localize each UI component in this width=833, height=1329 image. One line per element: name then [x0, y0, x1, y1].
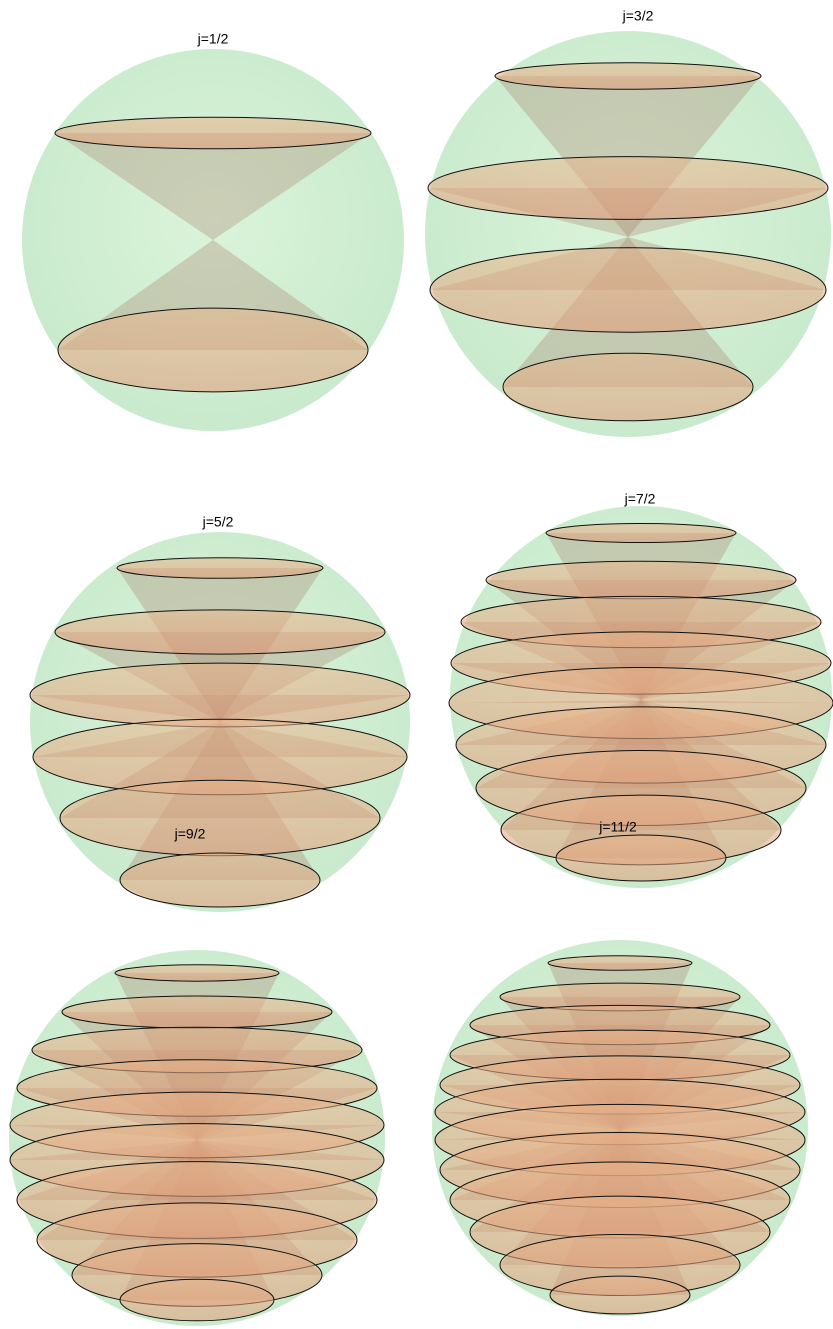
disk [59, 779, 381, 857]
disk [119, 852, 321, 908]
panel-title: j=5/2 [202, 514, 234, 530]
panel [448, 506, 833, 888]
panel [29, 532, 411, 912]
sphere [425, 31, 831, 437]
disk [549, 1275, 691, 1315]
disk [57, 307, 369, 393]
disk [494, 62, 762, 90]
disk [485, 560, 797, 600]
disk [545, 523, 737, 543]
panel-title: j=7/2 [624, 491, 656, 507]
disk [54, 609, 386, 655]
disk [119, 1278, 275, 1322]
panel [432, 940, 808, 1316]
disk [429, 247, 827, 333]
panel [425, 31, 831, 437]
panel-title: j=9/2 [174, 826, 206, 842]
panel-title: j=1/2 [197, 31, 229, 47]
disk [61, 995, 333, 1029]
panel-title: j=11/2 [598, 819, 637, 835]
disk [29, 662, 411, 728]
disk [427, 156, 829, 220]
disk [116, 557, 324, 579]
disk [547, 955, 693, 971]
panels [9, 31, 833, 1326]
panel [9, 950, 385, 1326]
panel [22, 49, 404, 431]
panel-title: j=3/2 [622, 8, 654, 24]
disk [54, 116, 372, 150]
disk [502, 352, 754, 422]
disk [114, 964, 280, 982]
disk [555, 834, 727, 882]
cone [55, 133, 371, 240]
